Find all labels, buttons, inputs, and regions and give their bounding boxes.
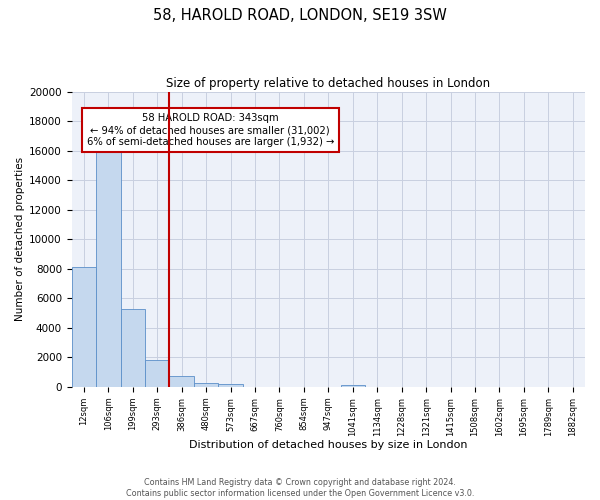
Bar — [145, 360, 169, 387]
Bar — [218, 384, 243, 387]
Y-axis label: Number of detached properties: Number of detached properties — [15, 158, 25, 322]
X-axis label: Distribution of detached houses by size in London: Distribution of detached houses by size … — [189, 440, 467, 450]
Bar — [96, 144, 121, 387]
Bar — [341, 384, 365, 387]
Text: Contains HM Land Registry data © Crown copyright and database right 2024.
Contai: Contains HM Land Registry data © Crown c… — [126, 478, 474, 498]
Text: 58, HAROLD ROAD, LONDON, SE19 3SW: 58, HAROLD ROAD, LONDON, SE19 3SW — [153, 8, 447, 22]
Bar — [169, 376, 194, 387]
Title: Size of property relative to detached houses in London: Size of property relative to detached ho… — [166, 78, 490, 90]
Text: 58 HAROLD ROAD: 343sqm
← 94% of detached houses are smaller (31,002)
6% of semi-: 58 HAROLD ROAD: 343sqm ← 94% of detached… — [86, 114, 334, 146]
Bar — [71, 268, 96, 387]
Bar — [194, 383, 218, 387]
Bar — [121, 308, 145, 387]
